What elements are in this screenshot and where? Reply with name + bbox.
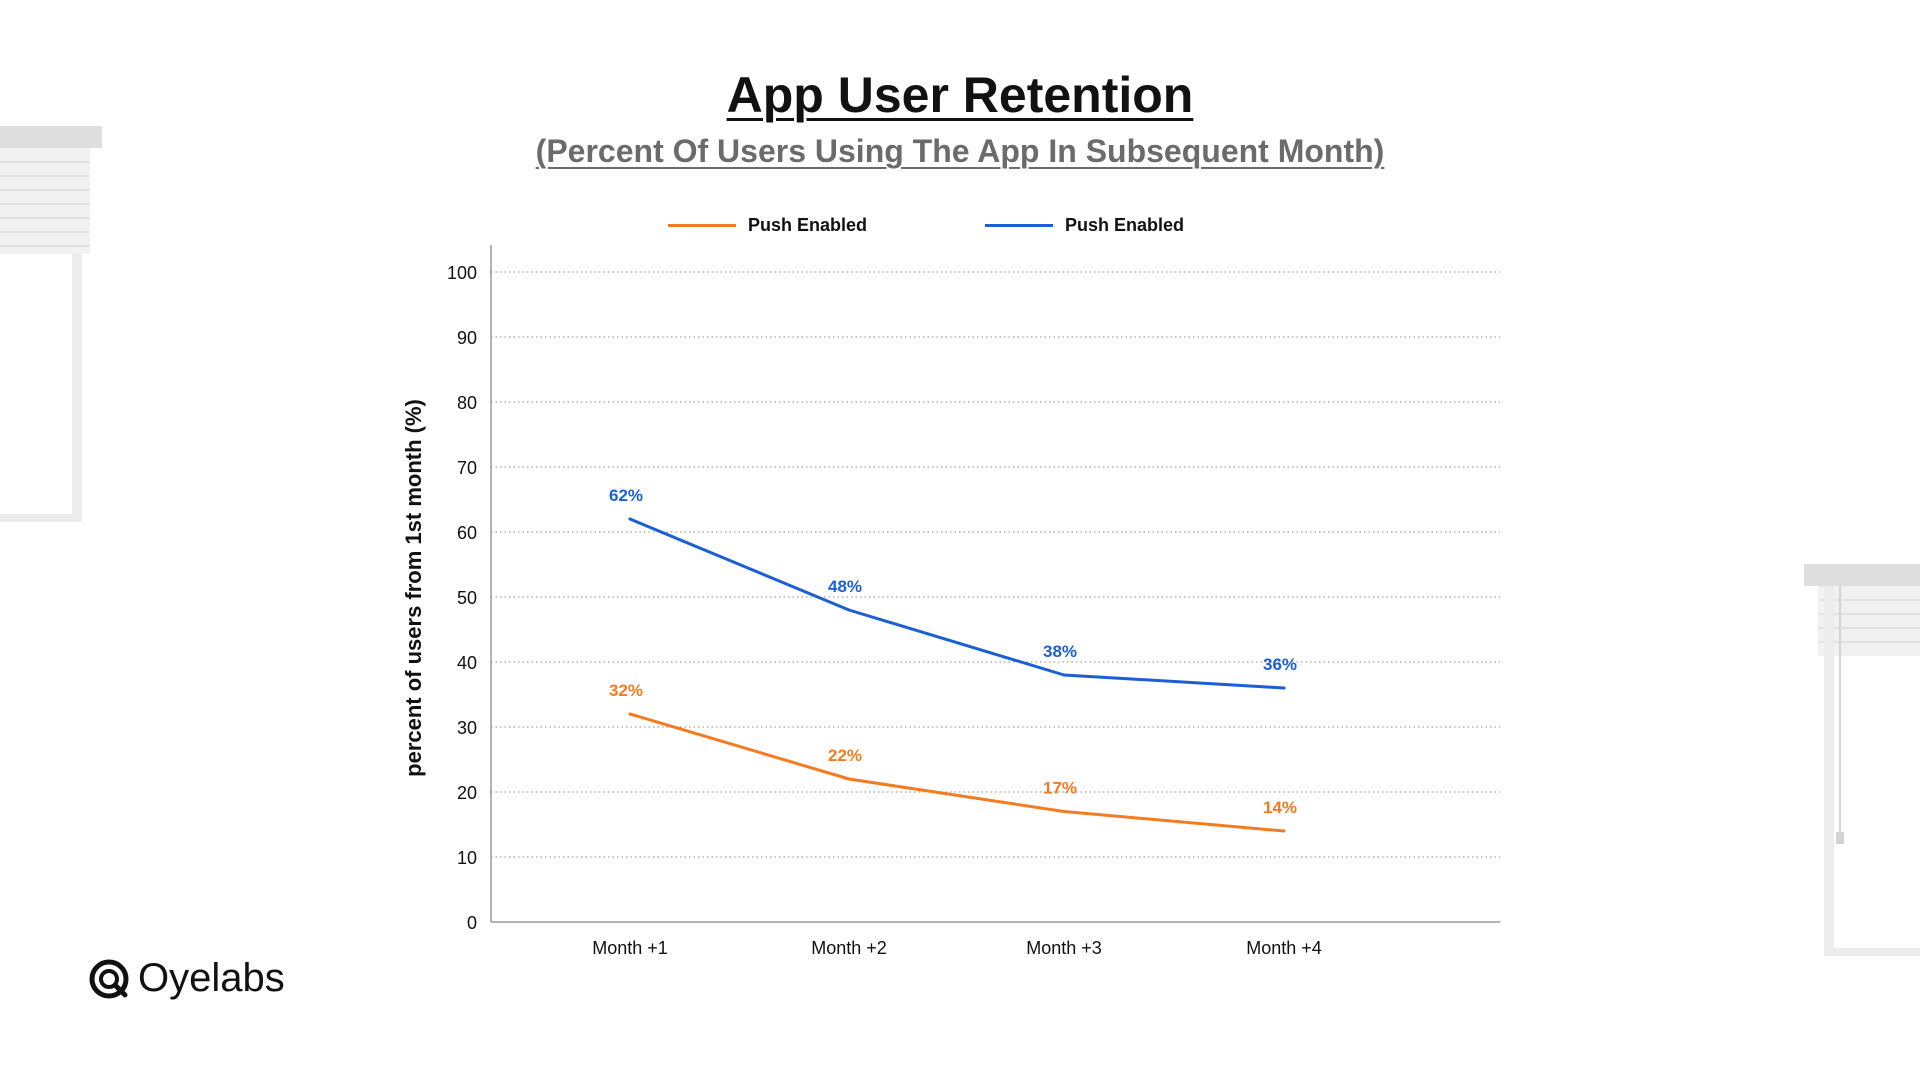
data-point-s1-2 <box>847 777 851 781</box>
series-line-1 <box>628 712 1286 833</box>
blinds-decoration-left <box>0 126 102 522</box>
legend-label-series-1: Push Enabled <box>748 214 868 235</box>
blinds-decoration-right <box>1804 564 1920 956</box>
legend-item-series-2: Push Enabled <box>985 213 1184 237</box>
y-tick-label-10: 10 <box>457 848 477 868</box>
y-tick-label-20: 20 <box>457 783 477 803</box>
y-tick-label-30: 30 <box>457 718 477 738</box>
y-tick-label-70: 70 <box>457 458 477 478</box>
x-tick-label-2: Month +2 <box>811 938 887 958</box>
data-point-s2-1 <box>628 517 632 521</box>
data-label-s2-2: 48% <box>828 577 862 596</box>
data-label-s1-2: 22% <box>828 746 862 765</box>
chart-subtitle: (Percent Of Users Using The App In Subse… <box>535 133 1385 169</box>
data-point-s1-4 <box>1282 829 1286 833</box>
brand-logo: Oyelabs <box>88 956 285 1001</box>
x-tick-label-1: Month +1 <box>592 938 668 958</box>
chart-title: App User Retention <box>726 67 1194 123</box>
data-label-s2-1: 62% <box>609 486 643 505</box>
data-point-s2-4 <box>1282 686 1286 690</box>
data-label-s1-4: 14% <box>1263 798 1297 817</box>
x-tick-label-4: Month +4 <box>1246 938 1322 958</box>
data-label-s1-1: 32% <box>609 681 643 700</box>
data-point-s2-2 <box>847 608 851 612</box>
legend-item-series-1: Push Enabled <box>668 213 867 237</box>
data-point-s2-3 <box>1062 673 1066 677</box>
brand-name: Oyelabs <box>138 956 285 1000</box>
y-tick-label-100: 100 <box>447 263 477 283</box>
data-label-s2-4: 36% <box>1263 655 1297 674</box>
y-tick-label-80: 80 <box>457 393 477 413</box>
y-tick-label-50: 50 <box>457 588 477 608</box>
y-tick-label-40: 40 <box>457 653 477 673</box>
data-label-s2-3: 38% <box>1043 642 1077 661</box>
legend-swatch-series-2 <box>985 223 1053 227</box>
data-point-s1-1 <box>628 712 632 716</box>
x-tick-label-3: Month +3 <box>1026 938 1102 958</box>
legend-swatch-series-1 <box>668 223 736 227</box>
data-label-s1-3: 17% <box>1043 779 1077 798</box>
data-point-s1-3 <box>1062 810 1066 813</box>
y-tick-label-90: 90 <box>457 328 477 348</box>
legend-label-series-2: Push Enabled <box>1065 214 1185 235</box>
y-tick-label-60: 60 <box>457 523 477 543</box>
oyelabs-logo-icon <box>89 959 129 998</box>
series-line-2 <box>628 517 1286 690</box>
y-tick-label-0: 0 <box>467 913 477 933</box>
